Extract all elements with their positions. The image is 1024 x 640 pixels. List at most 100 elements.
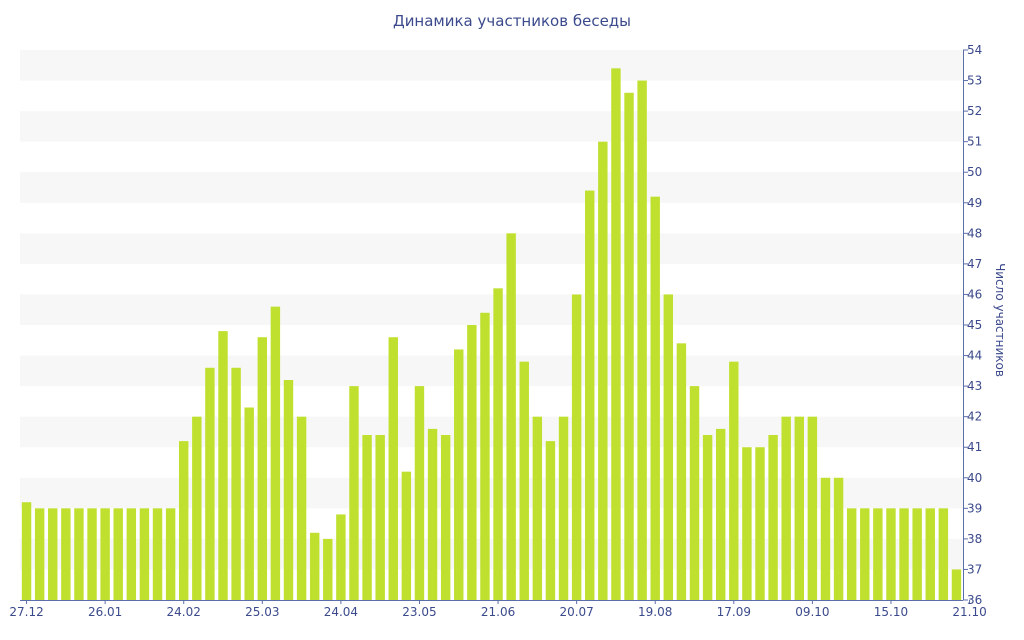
bar <box>74 508 84 600</box>
y-tick-label: 40 <box>967 471 982 485</box>
x-tick-label: 24.04 <box>324 605 358 619</box>
bar <box>257 337 268 600</box>
x-tick-label: 19.08 <box>638 605 672 619</box>
y-tick-label: 38 <box>967 532 982 546</box>
bar <box>467 325 477 600</box>
grid-band <box>20 233 963 264</box>
y-tick-label: 41 <box>967 440 982 454</box>
bar <box>650 196 660 601</box>
bar <box>179 441 189 600</box>
grid-band <box>20 477 963 509</box>
bars-group <box>21 68 962 601</box>
bar <box>205 367 215 600</box>
y-tick-label: 47 <box>967 257 982 271</box>
bar <box>820 477 831 600</box>
bar <box>598 141 608 601</box>
axes-group <box>20 49 971 604</box>
bar <box>755 447 765 600</box>
bar <box>270 306 281 600</box>
bar <box>833 477 844 600</box>
grid-band <box>20 538 963 570</box>
bar <box>794 416 804 600</box>
bar <box>532 416 543 600</box>
bar <box>886 508 896 600</box>
x-tick-label: 20.07 <box>559 605 593 619</box>
bar <box>323 538 333 600</box>
bar <box>113 508 123 600</box>
bar <box>506 233 516 600</box>
bar <box>34 508 45 600</box>
grid-band <box>20 172 963 203</box>
bar <box>899 508 909 600</box>
bar <box>165 508 176 600</box>
x-tick-label: 24.02 <box>167 605 201 619</box>
bar <box>663 294 674 600</box>
bar <box>768 435 778 600</box>
x-tick-label: 21.10 <box>952 605 986 619</box>
x-tick-label: 21.06 <box>481 605 515 619</box>
x-tick-label: 23.05 <box>402 605 436 619</box>
y-tick-label: 49 <box>967 196 982 210</box>
bar <box>807 416 818 600</box>
y-tick-label: 48 <box>967 226 982 240</box>
y-axis-label: Число участников <box>993 263 1007 377</box>
bar <box>846 508 857 600</box>
bar <box>925 508 935 600</box>
bar <box>440 435 451 600</box>
bar <box>349 386 359 600</box>
y-tick-label: 45 <box>967 318 982 332</box>
bar <box>571 294 582 600</box>
grid-band <box>20 355 963 387</box>
bar <box>283 380 294 600</box>
bar <box>139 508 150 600</box>
bar <box>414 386 425 600</box>
bar <box>585 190 595 600</box>
x-tick-label: 26.01 <box>88 605 122 619</box>
grid-band <box>20 294 963 325</box>
y-tick-label: 46 <box>967 287 982 301</box>
bar <box>401 471 412 600</box>
bar <box>637 80 647 600</box>
y-tick-label: 43 <box>967 379 982 393</box>
bar <box>480 312 490 600</box>
bar <box>873 508 883 600</box>
bar <box>729 361 739 600</box>
bar <box>702 435 713 600</box>
x-tick-label: 15.10 <box>874 605 908 619</box>
bar <box>676 343 687 600</box>
bar <box>493 288 503 600</box>
bar <box>938 508 949 600</box>
bar <box>912 508 922 600</box>
axis-labels-group: 36 37 38 39 40 41 42 43 44 45 46 47 48 49 50 51 52 53 54 27… <box>9 43 1007 619</box>
x-tick-label: 25.03 <box>245 605 279 619</box>
bar <box>715 428 726 600</box>
y-tick-label: 53 <box>967 74 982 88</box>
bar <box>309 532 320 600</box>
grid-band <box>20 50 963 81</box>
grid-band <box>20 111 963 142</box>
bar <box>48 508 58 600</box>
bar <box>375 435 385 600</box>
bar <box>454 349 464 600</box>
y-tick-label: 36 <box>967 593 982 607</box>
y-tick-label: 52 <box>967 104 982 118</box>
chart-title: Динамика участников беседы <box>392 12 632 30</box>
x-tick-label: 09.10 <box>795 605 829 619</box>
bar <box>126 508 137 600</box>
bar <box>21 502 32 600</box>
bar <box>951 569 962 600</box>
y-tick-label: 50 <box>967 165 982 179</box>
y-tick-label: 42 <box>967 410 982 424</box>
x-tick-label: 17.09 <box>717 605 751 619</box>
x-tick-label: 27.12 <box>9 605 43 619</box>
bar <box>87 508 97 600</box>
bar <box>336 514 346 600</box>
y-tick-label: 54 <box>967 43 982 57</box>
y-tick-label: 37 <box>967 562 982 576</box>
bar <box>61 508 71 600</box>
bar <box>558 416 569 600</box>
bar <box>244 407 254 600</box>
bar <box>611 68 621 600</box>
